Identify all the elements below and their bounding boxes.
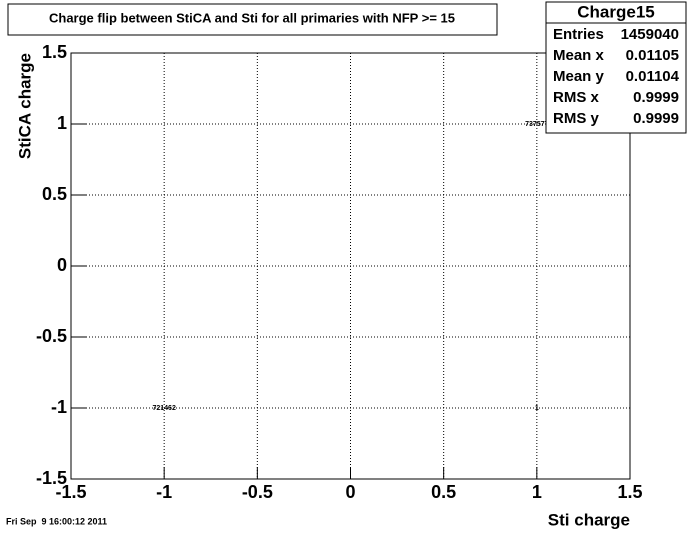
timestamp: Fri Sep 9 16:00:12 2011 xyxy=(6,516,107,526)
stats-label: RMS y xyxy=(553,110,600,127)
x-tick-label: -1.5 xyxy=(55,482,86,502)
stats-value: 1459040 xyxy=(621,26,679,43)
stats-box xyxy=(545,1,687,134)
y-tick-label: 1 xyxy=(57,113,67,133)
stats-value: 0.9999 xyxy=(633,110,679,127)
x-tick-label: -1 xyxy=(156,482,172,502)
x-tick-label: 1.5 xyxy=(617,482,642,502)
x-tick-label: -0.5 xyxy=(242,482,273,502)
y-tick-label: -0.5 xyxy=(36,326,67,346)
bin-count: 721462 xyxy=(152,405,175,412)
y-tick-label: 1.5 xyxy=(42,42,67,62)
x-axis-label: Sti charge xyxy=(548,510,630,529)
y-tick-label: 0 xyxy=(57,255,67,275)
x-tick-label: 0 xyxy=(345,482,355,502)
stats-title: Charge15 xyxy=(577,2,654,21)
y-tick-label: 0.5 xyxy=(42,184,67,204)
stats-value: 0.01104 xyxy=(626,68,680,85)
stats-label: Mean x xyxy=(553,47,605,64)
chart-title: Charge flip between StiCA and Sti for al… xyxy=(49,10,455,25)
bin-count: 737577 xyxy=(525,121,548,128)
stats-label: RMS x xyxy=(553,89,600,106)
title-box xyxy=(7,3,498,36)
y-axis-label: StiCA charge xyxy=(15,53,34,159)
stats-value: 0.9999 xyxy=(633,89,679,106)
y-tick-label: -1 xyxy=(51,397,67,417)
bin-count: 1 xyxy=(535,405,539,412)
y-tick-label: -1.5 xyxy=(36,468,67,488)
stats-label: Entries xyxy=(553,26,604,43)
stats-label: Mean y xyxy=(553,68,605,85)
x-tick-label: 1 xyxy=(532,482,542,502)
x-tick-label: 0.5 xyxy=(431,482,456,502)
stats-value: 0.01105 xyxy=(626,47,679,64)
